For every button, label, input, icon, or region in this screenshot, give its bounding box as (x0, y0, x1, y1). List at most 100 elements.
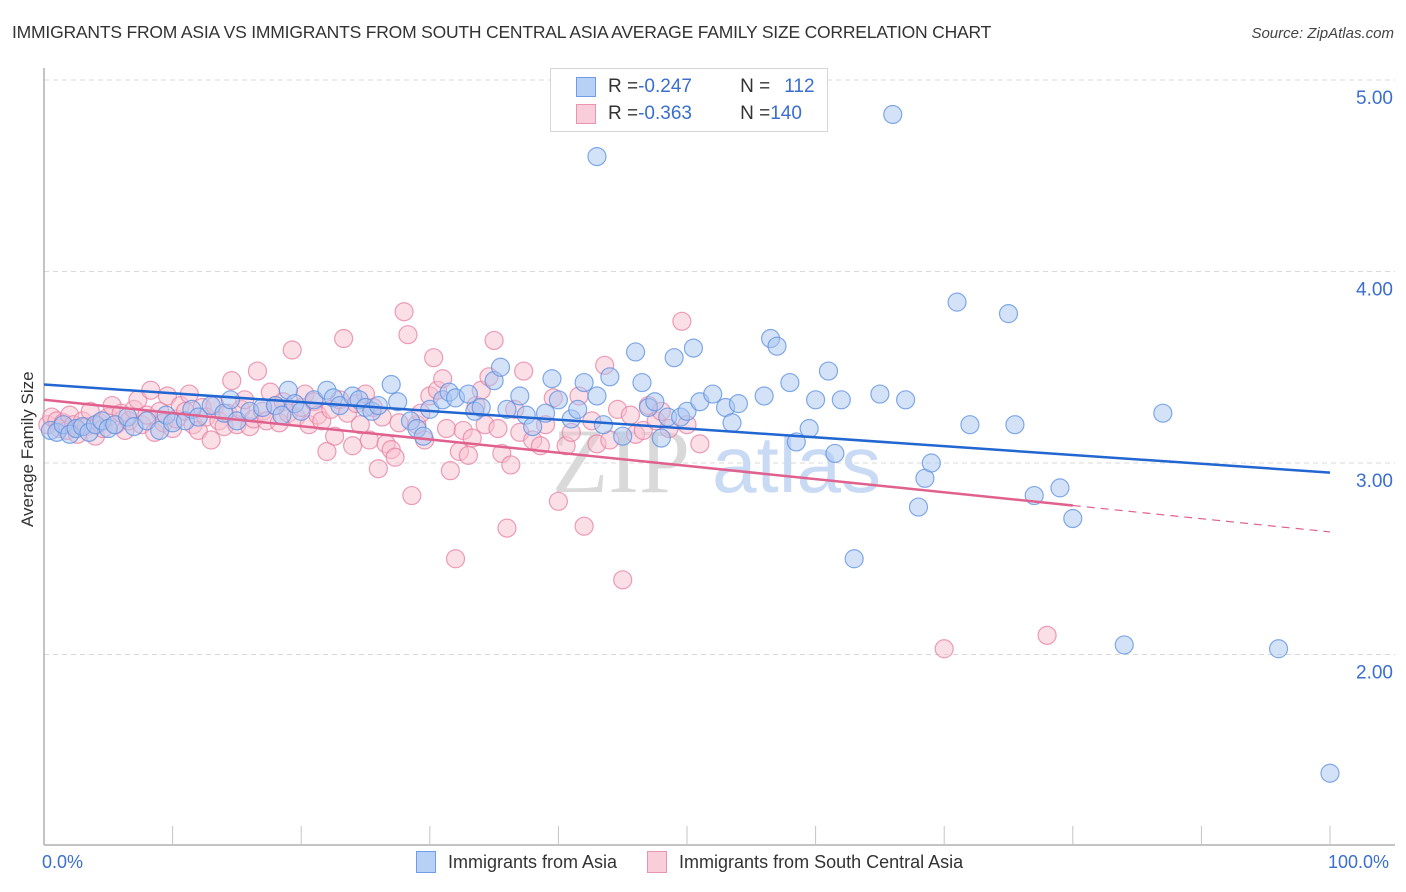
data-point-asia (831, 390, 851, 410)
y-tick-label: 2.00 (1356, 663, 1393, 684)
legend-label-sca: Immigrants from South Central Asia (679, 851, 964, 872)
data-point-asia (574, 372, 594, 393)
data-point-asia (780, 372, 800, 393)
y-tick-label: 5.00 (1356, 88, 1393, 109)
data-point-sca (613, 570, 633, 590)
data-point-sca (394, 302, 414, 322)
data-point-asia (947, 292, 967, 312)
x-tick-label-min: 0.0% (42, 852, 84, 872)
data-point-asia (645, 392, 665, 412)
x-tick-label-max: 100.0% (1328, 852, 1390, 872)
data-point-sca (458, 445, 478, 465)
data-point-asia (458, 384, 478, 404)
data-point-sca (620, 405, 641, 425)
data-point-sca (282, 340, 302, 360)
data-point-asia (490, 357, 511, 377)
data-point-asia (471, 397, 491, 418)
data-point-asia (632, 372, 652, 393)
data-point-asia (799, 418, 819, 439)
legend-item-asia[interactable]: Immigrants from Asia (416, 851, 617, 873)
data-point-sca (497, 518, 517, 538)
data-point-asia (413, 426, 433, 446)
gridlines (44, 79, 1395, 655)
data-point-sca (350, 415, 370, 435)
legend-swatch-sca (647, 851, 668, 873)
trend-line-asia (43, 383, 1331, 474)
data-point-sca (514, 361, 534, 381)
data-point-asia (381, 374, 401, 395)
data-point-sca (402, 485, 422, 506)
data-point-asia (998, 304, 1019, 324)
data-point-sca (574, 516, 594, 536)
data-point-asia (368, 395, 388, 416)
trend-line-sca-extension (1072, 504, 1331, 533)
data-point-sca (201, 430, 221, 450)
legend-swatch-sca (576, 104, 596, 124)
data-point-asia (1320, 763, 1340, 783)
data-point-asia (1063, 508, 1083, 529)
data-point-sca (1037, 625, 1057, 645)
trend-line-sca (43, 398, 1073, 507)
data-point-sca (317, 441, 337, 462)
data-point-asia (883, 104, 903, 125)
data-point-asia (1268, 639, 1289, 659)
r-value-sca: -0.363 (638, 103, 692, 124)
r-label: R = (608, 76, 639, 97)
data-point-sca (436, 418, 457, 439)
series-asia-points (40, 104, 1340, 783)
series-legend: Immigrants from Asia Immigrants from Sou… (416, 851, 993, 873)
n-value-sca: 140 (770, 103, 802, 124)
source-attribution: Source: ZipAtlas.com (1251, 25, 1394, 42)
data-point-asia (1005, 415, 1025, 435)
axes (43, 68, 1395, 846)
r-label: R = (608, 103, 639, 124)
legend-item-sca[interactable]: Immigrants from South Central Asia (647, 851, 963, 873)
data-point-asia (1114, 635, 1134, 655)
data-point-sca (934, 639, 954, 659)
data-point-asia (960, 415, 980, 435)
data-point-asia (664, 348, 684, 368)
data-point-sca (385, 447, 405, 467)
data-point-asia (703, 384, 723, 404)
data-point-sca (368, 459, 388, 479)
data-point-asia (1050, 478, 1070, 498)
data-point-asia (593, 415, 614, 435)
data-point-asia (625, 342, 646, 362)
data-point-asia (220, 390, 241, 410)
stats-legend: R = -0.247 N = 112 R = -0.363 N = 140 (550, 68, 828, 132)
n-label: N = (740, 76, 771, 97)
data-point-asia (683, 338, 704, 358)
data-point-asia (613, 426, 633, 446)
legend-swatch-asia (416, 851, 436, 873)
n-label: N = (740, 103, 771, 124)
data-point-asia (728, 394, 749, 414)
data-point-sca (672, 311, 692, 331)
data-point-asia (600, 367, 620, 387)
data-point-sca (247, 361, 268, 381)
legend-label-asia: Immigrants from Asia (448, 851, 618, 872)
data-point-sca (488, 418, 508, 439)
data-point-asia (1153, 403, 1173, 423)
y-tick-label: 3.00 (1356, 471, 1393, 492)
n-value-asia: 112 (784, 76, 815, 97)
y-tick-labels: 2.00 3.00 4.00 5.00 (1356, 88, 1393, 684)
data-point-asia (825, 443, 845, 464)
data-point-sca (501, 455, 521, 475)
data-point-asia (677, 401, 697, 421)
data-point-asia (805, 390, 826, 410)
data-point-asia (137, 411, 157, 431)
data-point-asia (523, 417, 543, 437)
data-point-asia (510, 386, 530, 406)
data-point-sca (548, 491, 569, 511)
data-point-sca (690, 434, 710, 454)
series-south-central-asia-points (38, 302, 1057, 659)
data-point-asia (754, 386, 774, 406)
data-point-asia (722, 413, 742, 433)
data-point-sca (222, 371, 242, 391)
trend-lines (43, 383, 1331, 533)
data-point-asia (542, 369, 562, 389)
data-point-sca (440, 461, 460, 481)
data-point-asia (767, 336, 787, 356)
data-point-sca (343, 436, 363, 456)
